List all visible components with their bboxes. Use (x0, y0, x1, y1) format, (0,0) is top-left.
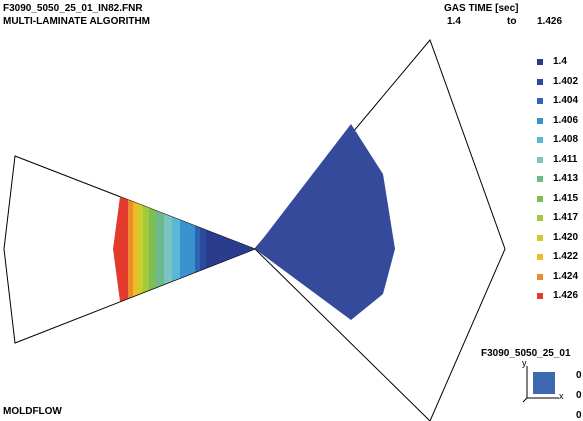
gas-front-band (138, 203, 143, 295)
legend-swatch (537, 156, 543, 163)
gas-front-band (133, 201, 138, 297)
gas-front-band (164, 213, 172, 285)
legend-value: 1.415 (553, 192, 579, 204)
algorithm-label: MULTI-LAMINATE ALGORITHM (3, 16, 151, 27)
range-from: 1.4 (447, 16, 461, 27)
axis-triad (521, 362, 561, 403)
gas-front-band (143, 205, 149, 293)
model-name: F3090_5050_25_01 (481, 348, 571, 359)
legend-value: 1.408 (553, 134, 579, 145)
legend-value: 1.426 (553, 290, 579, 301)
legend-swatch (537, 98, 543, 104)
legend-value: 1.4 (553, 56, 567, 67)
gas-front-band (172, 216, 180, 282)
legend-value: 1.413 (553, 173, 579, 184)
legend-swatch (537, 137, 543, 143)
legend-swatch (537, 215, 543, 221)
gas-front-band (156, 210, 164, 288)
legend-swatch (537, 293, 543, 299)
legend-value: 1.411 (553, 153, 578, 165)
left-wedge-fill (113, 196, 255, 302)
legend-swatch (537, 234, 543, 241)
legend-value: 1.417 (553, 212, 579, 223)
triad-x-label: x (559, 391, 564, 401)
gas-front-band (206, 230, 255, 268)
legend-swatch (537, 273, 543, 280)
legend-swatch (537, 59, 543, 65)
file-name: F3090_5050_25_01_IN82.FNR (3, 3, 143, 14)
axis-triad-icon (522, 366, 559, 403)
legend-value: 1.422 (553, 251, 579, 262)
legend-swatch (537, 195, 543, 202)
legend-value: 1.406 (553, 114, 579, 126)
gas-front-band (180, 219, 195, 279)
result-title: GAS TIME [sec] (444, 3, 519, 14)
right-wedge-outline (254, 39, 506, 421)
gas-front-band (113, 196, 128, 302)
range-to-word: to (507, 16, 517, 27)
gas-front-band (195, 225, 200, 273)
legend-value: 1.404 (553, 95, 579, 106)
range-to: 1.426 (537, 16, 563, 27)
legend-value: 1.402 (553, 75, 579, 87)
triad-value-2: 0 (576, 390, 582, 401)
gas-front-band (200, 227, 206, 271)
brand-label: MOLDFLOW (3, 406, 62, 417)
legend-swatch (537, 117, 543, 124)
gas-front-band (128, 199, 133, 299)
right-wedge-fill (255, 124, 395, 320)
legend-swatch (537, 254, 543, 260)
legend-value: 1.424 (553, 270, 579, 282)
legend-value: 1.420 (553, 231, 579, 243)
gas-front-band (149, 207, 156, 291)
legend-swatch (537, 176, 543, 182)
legend-swatch (537, 78, 543, 85)
triad-y-label: y (522, 358, 527, 368)
triad-value-3: 0 (576, 410, 582, 421)
triad-value-1: 0 (576, 370, 582, 381)
